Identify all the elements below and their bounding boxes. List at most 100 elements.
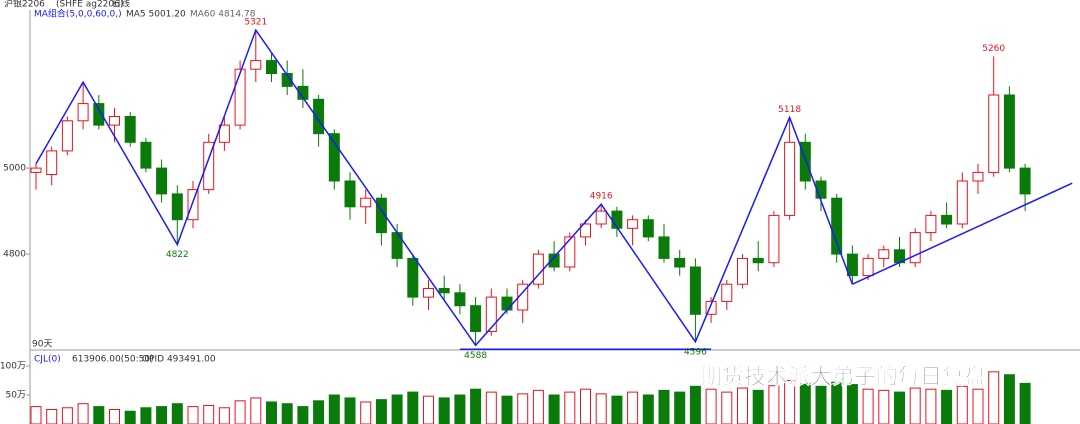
- volume-bar: [218, 407, 230, 424]
- candle-body: [611, 210, 623, 229]
- price-annotation: 4588: [464, 351, 487, 361]
- candle-body: [972, 171, 984, 182]
- volume-title: CJL(0): [34, 355, 61, 365]
- volume-bar: [580, 388, 591, 424]
- candle-body: [470, 305, 482, 333]
- candle-body: [109, 115, 120, 126]
- price-annotation: 4596: [684, 347, 707, 357]
- volume-bar: [485, 391, 497, 424]
- candle-body: [171, 193, 183, 221]
- candle-body: [328, 133, 340, 182]
- candle-body: [1019, 167, 1031, 195]
- volume-bar: [375, 399, 387, 424]
- candle-body: [77, 103, 89, 122]
- volume-bar: [909, 387, 921, 424]
- candle-body: [846, 253, 858, 277]
- volume-tick-label: 100万: [0, 362, 26, 372]
- volume-label: 613906.00(50:50): [72, 355, 154, 365]
- volume-tick-label: 50万: [6, 391, 26, 401]
- volume-bar: [972, 388, 984, 424]
- volume-bar: [501, 395, 513, 424]
- volume-bar: [46, 409, 58, 424]
- volume-bar: [564, 391, 576, 424]
- candle-body: [375, 197, 387, 234]
- volume-bar: [517, 393, 529, 424]
- candle-body: [501, 296, 513, 311]
- candle-body: [689, 266, 701, 315]
- volume-bar: [595, 393, 607, 424]
- volume-bar: [1019, 382, 1031, 424]
- volume-bar: [737, 387, 748, 424]
- indicator-title: MA组合(5,0,0,60,0,): [34, 8, 122, 20]
- volume-bar: [360, 401, 372, 424]
- volume-bar: [250, 397, 262, 424]
- volume-bar: [956, 385, 968, 424]
- price-annotation: 5321: [244, 18, 267, 28]
- volume-bar: [548, 394, 560, 424]
- candle-body: [454, 292, 466, 307]
- candle-body: [548, 253, 560, 268]
- ma-label: MA60 4814.78: [190, 10, 256, 20]
- volume-bar: [266, 401, 277, 424]
- candle-body: [360, 197, 372, 208]
- volume-bar: [752, 389, 764, 424]
- volume-bar: [61, 407, 73, 424]
- volume-bar: [281, 403, 293, 424]
- candle-body: [737, 257, 748, 285]
- candle-body: [862, 257, 874, 277]
- candle-body: [580, 223, 591, 238]
- volume-bar: [438, 397, 450, 424]
- price-annotation: 4916: [590, 192, 613, 202]
- candle-body: [784, 141, 796, 216]
- candle-body: [266, 60, 277, 74]
- candle-body: [831, 197, 843, 255]
- volume-bar: [234, 400, 246, 424]
- volume-bar: [831, 381, 843, 424]
- volume-bar: [124, 410, 136, 424]
- volume-bar: [297, 406, 309, 424]
- candle-body: [642, 219, 654, 238]
- volume-bar: [156, 406, 168, 424]
- exchange-code: (SHFE ag2206): [56, 0, 123, 10]
- candle-body: [956, 180, 968, 225]
- y-tick-label: 5000: [3, 164, 26, 174]
- candle-body: [281, 72, 293, 87]
- candle-body: [140, 141, 152, 169]
- candle-body: [705, 300, 717, 315]
- volume-bar: [799, 382, 811, 424]
- volume-bar: [941, 389, 953, 424]
- volume-bar: [344, 397, 356, 424]
- candle-body: [941, 214, 953, 225]
- candle-body: [752, 257, 764, 264]
- y-tick-label: 4800: [3, 250, 26, 260]
- trendline: [852, 182, 1073, 285]
- candle-body: [595, 210, 607, 225]
- candle-body: [124, 115, 136, 143]
- candle-body: [799, 141, 811, 182]
- candle-body: [988, 94, 1000, 173]
- candle-body: [878, 249, 890, 259]
- volume-bar: [391, 394, 403, 424]
- symbol: 沪银2206: [4, 0, 45, 10]
- candle-body: [909, 232, 921, 264]
- ma-label: MA5 5001.20: [126, 10, 186, 20]
- volume-bar: [30, 406, 42, 424]
- period: 日线: [112, 0, 130, 10]
- volume-bar: [674, 391, 686, 424]
- candle-body: [250, 60, 262, 70]
- volume-bar: [894, 391, 905, 424]
- volume-bar: [171, 403, 183, 424]
- candle-body: [1003, 94, 1015, 169]
- candle-body: [156, 167, 168, 195]
- candle-body: [30, 167, 42, 173]
- candle-body: [344, 180, 356, 208]
- candle-body: [925, 214, 937, 234]
- volume-bar: [721, 391, 733, 424]
- zigzag-line: [35, 28, 854, 347]
- volume-label: OPID 493491.00: [142, 355, 216, 365]
- volume-bar: [109, 409, 120, 424]
- volume-bar: [140, 407, 152, 424]
- volume-bar: [328, 394, 340, 424]
- volume-bar: [689, 385, 701, 424]
